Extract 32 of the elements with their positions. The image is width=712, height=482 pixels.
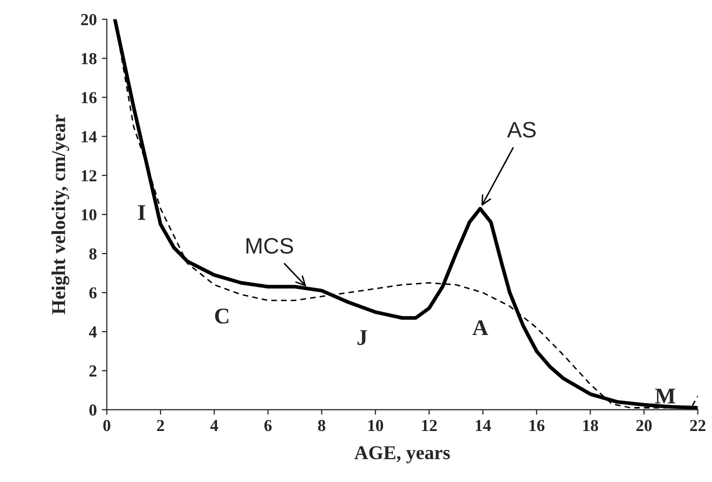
x-axis-title: AGE, years xyxy=(354,446,450,464)
annotation: C xyxy=(215,308,228,324)
x-tick-label: 8 xyxy=(318,420,326,432)
x-tick-label: 10 xyxy=(368,420,384,432)
x-tick-label: 22 xyxy=(690,420,706,431)
y-tick-label: 18 xyxy=(82,53,97,64)
annotation: M xyxy=(655,388,676,404)
y-tick-label: 16 xyxy=(82,92,97,104)
y-tick-label: 10 xyxy=(82,209,96,220)
y-tick-label: 6 xyxy=(89,287,97,299)
y-tick-label: 8 xyxy=(89,248,97,260)
annotation: J xyxy=(358,330,368,345)
x-tick-label: 16 xyxy=(530,420,544,432)
annotation: A xyxy=(472,320,488,336)
y-axis-title: Height velocity, cm/year xyxy=(52,114,70,314)
x-tick-label: 6 xyxy=(264,420,272,432)
x-tick-label: 2 xyxy=(157,420,164,431)
y-tick-label: 20 xyxy=(81,14,96,26)
x-tick-label: 0 xyxy=(103,420,110,432)
x-tick-label: 20 xyxy=(636,420,652,432)
x-tick-label: 18 xyxy=(583,420,598,432)
y-tick-label: 14 xyxy=(82,131,97,142)
y-tick-label: 2 xyxy=(89,365,96,376)
y-tick-label: 0 xyxy=(89,404,96,416)
annotation: I xyxy=(138,205,146,220)
annotation: AS xyxy=(507,122,536,138)
x-tick-label: 4 xyxy=(210,420,218,431)
x-tick-label: 12 xyxy=(422,420,437,431)
annotation: MCS xyxy=(246,238,294,254)
y-tick-label: 12 xyxy=(82,170,96,182)
x-tick-label: 14 xyxy=(476,420,491,431)
y-tick-label: 4 xyxy=(88,326,97,338)
